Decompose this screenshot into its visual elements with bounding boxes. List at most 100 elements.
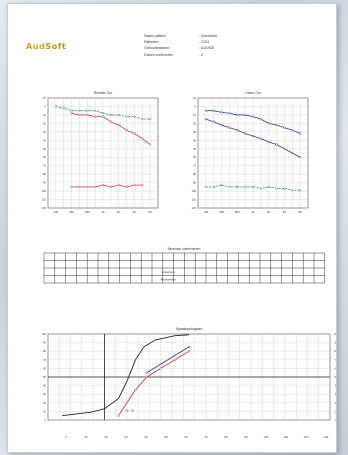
data-point xyxy=(283,187,286,190)
data-point xyxy=(62,107,65,110)
y-tick-label: 40 xyxy=(43,138,46,142)
data-point xyxy=(141,118,144,121)
data-point xyxy=(259,137,263,140)
data-point xyxy=(125,401,129,404)
info-value: : 1234 xyxy=(199,40,209,45)
x-tick-label: 30 xyxy=(124,435,128,439)
x-tick-label: 125 xyxy=(54,210,59,214)
info-row: Datum onderzoek: : 2 xyxy=(144,52,259,58)
y-tick-label: 60 xyxy=(43,155,46,159)
data-point xyxy=(291,151,294,155)
y-tick-label: 100 xyxy=(42,332,47,336)
data-point xyxy=(133,184,136,187)
y-tick-label: 60 xyxy=(193,155,196,159)
data-point xyxy=(243,185,247,188)
data-point xyxy=(70,185,73,188)
info-row: Patientnr: : 1234 xyxy=(144,39,259,45)
data-point xyxy=(145,375,148,379)
data-point xyxy=(204,109,208,112)
data-point xyxy=(267,185,270,188)
data-point xyxy=(133,115,136,118)
data-point xyxy=(86,113,89,117)
data-point xyxy=(298,156,302,159)
data-point xyxy=(236,113,239,117)
audiogram-charts: Rechter Oor-1001020304050607080901001101… xyxy=(42,91,336,439)
data-point xyxy=(228,126,231,129)
x-tick-label: 90 xyxy=(244,435,248,439)
y-tick-label: 10 xyxy=(43,409,46,413)
data-point xyxy=(125,115,128,118)
y-tick-label: -10 xyxy=(42,96,46,100)
data-point xyxy=(117,414,120,417)
data-point xyxy=(101,115,105,118)
x-tick-label: 2K xyxy=(117,210,121,214)
y-tick-label: 70 xyxy=(193,164,196,168)
y-tick-label-right: 70 xyxy=(335,358,336,362)
data-point xyxy=(267,122,270,125)
info-label: Naam patient: xyxy=(144,34,167,38)
y-tick-label-right: 50 xyxy=(335,375,336,379)
data-point xyxy=(145,371,148,374)
data-point xyxy=(134,388,137,392)
data-point xyxy=(236,129,239,132)
x-tick-label: 8K xyxy=(298,210,302,214)
x-tick-label: 40 xyxy=(144,435,148,439)
y-tick-label: -10 xyxy=(192,96,196,100)
logo-part-1: Aud xyxy=(26,42,46,51)
series-line xyxy=(146,346,190,374)
data-point xyxy=(228,185,231,188)
data-point xyxy=(204,118,208,121)
y-tick-label: 30 xyxy=(43,392,46,396)
data-point xyxy=(212,120,215,123)
x-tick-label: 2K xyxy=(267,210,271,214)
y-tick-label: 110 xyxy=(192,198,197,202)
x-tick-label: 0 xyxy=(65,435,67,439)
data-point xyxy=(283,147,286,150)
y-tick-label: 120 xyxy=(42,206,47,210)
x-tick-label: 500 xyxy=(235,210,240,214)
data-point xyxy=(101,184,105,187)
y-tick-label: 50 xyxy=(43,375,46,379)
audiogram-document: AudSoft Naam patient: : Schneider Patien… xyxy=(7,3,337,453)
chart-title: Rechter Oor xyxy=(94,91,113,95)
data-point xyxy=(117,184,120,187)
x-tick-label: 4K xyxy=(133,210,137,214)
data-point xyxy=(78,113,81,117)
data-point xyxy=(212,109,215,112)
y-tick-label: 20 xyxy=(43,401,46,405)
data-point xyxy=(141,184,144,187)
info-row: Naam patient: : Schneider xyxy=(144,33,259,39)
data-point xyxy=(283,126,286,129)
y-tick-label: 100 xyxy=(192,189,197,193)
chart-title: Linker Oor xyxy=(245,91,262,95)
info-label: Geboortedatum: xyxy=(144,46,170,51)
info-value: : Schneider xyxy=(199,34,218,38)
x-tick-label: 1K xyxy=(251,210,255,214)
x-tick-label: 60 xyxy=(184,435,188,439)
data-point xyxy=(267,140,270,144)
x-tick-label: 125 xyxy=(204,210,209,214)
data-point xyxy=(298,132,302,135)
data-point xyxy=(125,185,128,188)
data-point xyxy=(220,123,223,127)
x-tick-label: 10 xyxy=(84,435,88,439)
data-point xyxy=(275,143,278,146)
table-row-label: Linkerkant xyxy=(162,270,175,274)
data-point xyxy=(93,109,97,112)
table-row-label: Rechterkant xyxy=(161,278,176,282)
y-tick-label: 80 xyxy=(43,172,46,176)
speech-audiogram: Spraakaudiogram 0 0 10 10 20 20 30 30 40 40 50 50 60 6… xyxy=(42,327,336,439)
y-tick-label: 30 xyxy=(43,130,46,134)
y-tick-label-right: 40 xyxy=(335,384,336,388)
series-line xyxy=(62,334,190,417)
y-tick-label: 0 xyxy=(45,418,47,422)
data-point xyxy=(86,109,89,112)
data-point xyxy=(275,123,278,127)
patient-info: Naam patient: : Schneider Patientnr: : 1… xyxy=(144,33,259,58)
data-point xyxy=(86,185,89,188)
data-point xyxy=(133,132,136,135)
y-tick-label: 20 xyxy=(43,121,46,125)
info-value: : 01/1935 xyxy=(199,46,214,51)
y-tick-label: 80 xyxy=(43,349,46,353)
x-tick-label: 110 xyxy=(284,435,289,439)
